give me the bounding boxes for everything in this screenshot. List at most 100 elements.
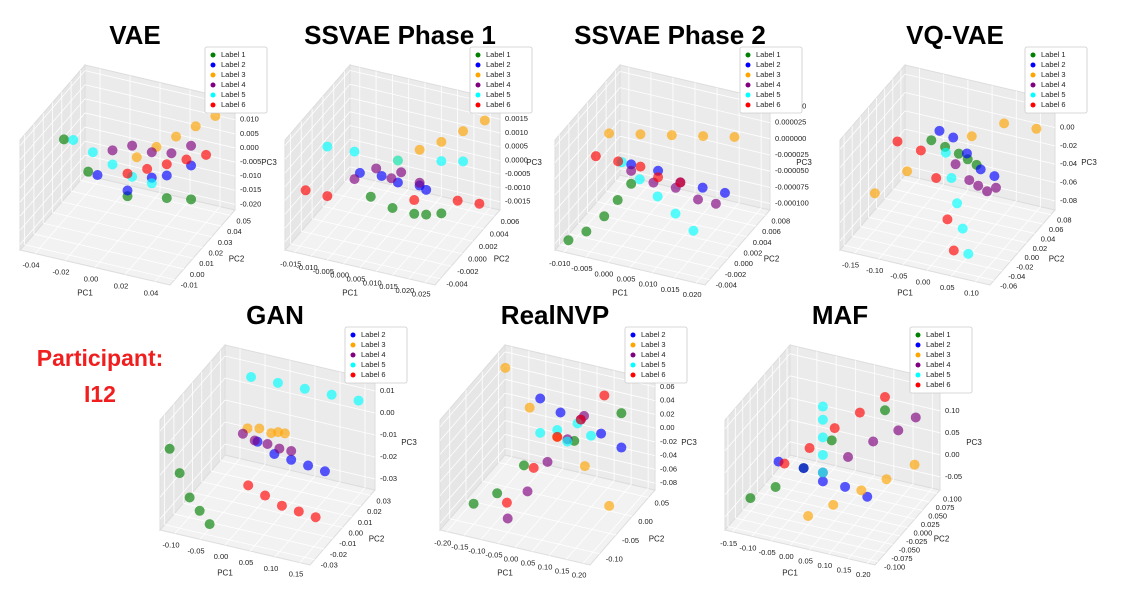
point xyxy=(915,145,926,156)
z-tick-label: 0.10 xyxy=(945,406,960,415)
point xyxy=(854,407,865,418)
grid-line xyxy=(224,443,376,480)
grid-line xyxy=(224,355,376,392)
z-tick-label: -0.005 xyxy=(240,157,261,166)
grid-line xyxy=(446,456,513,532)
grid-line xyxy=(554,168,621,244)
y-tick-label: 0.000 xyxy=(468,255,487,264)
grid-line xyxy=(220,459,371,496)
point xyxy=(458,156,469,167)
z-tick-label: -0.0010 xyxy=(505,183,530,192)
point xyxy=(579,461,590,472)
point xyxy=(719,187,730,198)
legend-marker xyxy=(210,82,216,88)
legend-label: Label 4 xyxy=(756,80,781,89)
x-tick-label: 0.015 xyxy=(661,285,680,294)
z-tick-label: -0.015 xyxy=(240,185,261,194)
grid-line xyxy=(554,135,621,212)
x-tick-label: 0.05 xyxy=(798,557,813,566)
point xyxy=(262,439,273,449)
z-tick-label: -0.05 xyxy=(945,472,962,481)
chart-panel: -0.20 -0.15 -0.10 -0.05 0.00 0.05 0.10 0.15 0.20… xyxy=(434,300,697,580)
grid-line xyxy=(504,392,656,429)
grid-line xyxy=(376,196,442,272)
point xyxy=(828,499,839,510)
z-tick-label: 0.00 xyxy=(380,408,395,417)
grid-line xyxy=(284,152,351,229)
point xyxy=(555,407,566,418)
point xyxy=(552,425,563,435)
point xyxy=(909,459,920,470)
point xyxy=(817,414,828,425)
grid-line xyxy=(839,92,906,168)
grid-line xyxy=(52,212,203,248)
grid-line xyxy=(843,244,995,281)
point xyxy=(634,174,645,185)
z-tick-label: 0.005 xyxy=(240,129,259,138)
z-tick-label: 0.0010 xyxy=(505,128,528,137)
point xyxy=(856,485,867,496)
point xyxy=(666,130,677,141)
x-tick-label: -0.04 xyxy=(22,260,39,269)
z-tick-label: -0.000025 xyxy=(775,150,809,159)
point xyxy=(276,500,287,511)
grid-line xyxy=(860,226,1011,262)
y-tick-label: 0.00 xyxy=(638,517,653,526)
grid-line xyxy=(439,420,506,496)
pane xyxy=(439,343,506,532)
legend-box xyxy=(739,46,803,114)
point xyxy=(989,171,1000,182)
point xyxy=(581,226,592,237)
grid-line xyxy=(284,97,351,174)
point xyxy=(942,214,953,225)
point xyxy=(474,198,485,209)
point xyxy=(436,136,447,147)
annotation: I12 xyxy=(84,381,116,407)
legend-marker xyxy=(210,102,216,108)
grid-line xyxy=(284,111,351,188)
point xyxy=(931,172,942,183)
chart-panel: -0.010-0.0050.0000.0050.0100.0150.020-0.… xyxy=(549,20,812,299)
y-tick-label: 0.002 xyxy=(479,242,498,251)
z-tick-label: -0.0005 xyxy=(505,169,530,178)
point xyxy=(414,144,425,155)
y-axis-label: PC2 xyxy=(1049,255,1065,264)
grid-line xyxy=(975,206,1041,282)
y-tick-label: -0.075 xyxy=(891,554,912,563)
legend-label: Label 3 xyxy=(1041,70,1066,79)
point xyxy=(599,211,610,222)
grid-line xyxy=(349,152,501,189)
point xyxy=(879,405,890,416)
legend-label: Label 1 xyxy=(1041,50,1066,59)
z-tick-label: -0.000075 xyxy=(775,182,809,191)
legend-label: Label 6 xyxy=(221,100,246,109)
point xyxy=(953,148,964,159)
grid-line xyxy=(349,125,501,161)
legend-box xyxy=(624,326,688,384)
grid-line xyxy=(559,244,710,281)
z-tick-label: 0.00 xyxy=(660,423,675,432)
legend-marker xyxy=(745,52,751,58)
y-tick-label: 0.04 xyxy=(1041,234,1056,243)
point xyxy=(260,490,271,501)
point xyxy=(693,194,704,205)
grid-line xyxy=(742,509,893,545)
x-tick-label: -0.10 xyxy=(866,266,883,275)
point xyxy=(254,423,265,434)
legend-marker xyxy=(915,352,921,358)
legend-label: Label 5 xyxy=(641,360,666,369)
grid-line xyxy=(19,98,86,175)
x-tick-label: 0.10 xyxy=(964,289,979,298)
y-tick-label: -0.05 xyxy=(622,536,639,545)
point xyxy=(479,115,490,126)
legend-marker xyxy=(1030,102,1036,108)
point xyxy=(688,225,699,236)
point xyxy=(421,209,432,220)
point xyxy=(697,182,708,193)
point xyxy=(322,141,333,152)
grid-line xyxy=(619,168,771,204)
point xyxy=(612,195,623,206)
y-tick-label: 0.02 xyxy=(367,507,382,516)
y-axis-label: PC2 xyxy=(764,255,780,264)
point xyxy=(184,492,195,503)
